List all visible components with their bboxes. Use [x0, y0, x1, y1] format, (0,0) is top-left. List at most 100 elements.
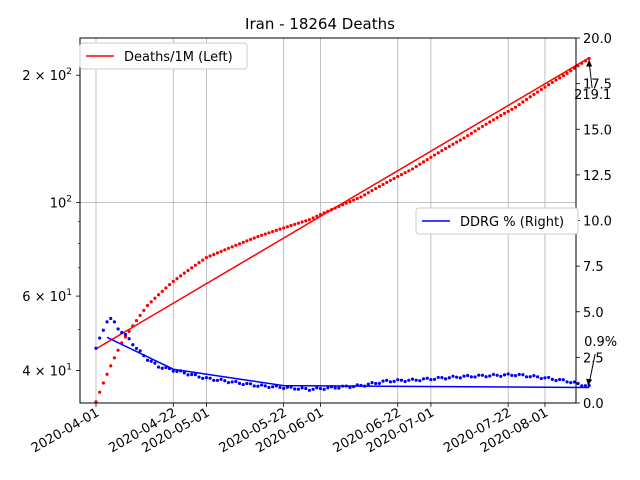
series-point	[355, 196, 359, 201]
series-point	[260, 383, 264, 387]
series-point	[506, 109, 510, 113]
series-point	[208, 376, 212, 380]
series-point	[539, 87, 543, 92]
series-point	[109, 364, 113, 368]
series-point	[513, 105, 518, 109]
series-point	[182, 271, 186, 275]
series-point	[366, 191, 370, 195]
series-point	[499, 113, 503, 118]
left-tick-label: 6 × 101	[22, 288, 72, 305]
series-point	[190, 372, 194, 377]
legends: Deaths/1M (Left) DDRG % (Right)	[79, 42, 579, 235]
series-point	[112, 320, 116, 324]
series-point	[318, 212, 323, 217]
series-point	[248, 382, 253, 386]
series-point	[418, 162, 422, 166]
series-point	[440, 149, 444, 153]
series-point	[480, 124, 484, 129]
series-point	[473, 375, 477, 379]
series-point	[429, 378, 433, 382]
series-fit-line	[106, 336, 590, 389]
series-point	[488, 120, 492, 124]
right-tick-label: 5.0	[583, 306, 604, 321]
series-point	[543, 85, 547, 89]
series-point	[495, 373, 499, 377]
series-point	[256, 234, 260, 239]
series-point	[267, 231, 271, 235]
series-point	[219, 249, 223, 253]
series-point	[149, 359, 153, 363]
series-point	[186, 373, 190, 377]
series-point	[112, 356, 116, 360]
series-point	[381, 379, 385, 383]
series-point	[171, 369, 175, 373]
series-point	[355, 383, 359, 387]
series-point	[466, 134, 470, 138]
series-point	[337, 204, 341, 208]
series-point	[565, 71, 569, 76]
series-point	[285, 385, 289, 389]
series-point	[517, 102, 521, 107]
series-point	[315, 386, 319, 390]
series-point	[524, 97, 529, 102]
series-point	[322, 387, 326, 391]
series-point	[293, 222, 297, 226]
series-point	[392, 176, 396, 181]
series-point	[469, 375, 473, 379]
series-point	[138, 313, 142, 318]
series-point	[528, 95, 532, 99]
series-point	[241, 382, 245, 387]
right-tick-label: 0.0	[583, 397, 604, 412]
series-point	[550, 80, 554, 85]
series-point	[333, 386, 337, 390]
series-point	[215, 251, 220, 255]
series-point	[499, 374, 503, 378]
series-point	[458, 376, 462, 380]
series-point	[116, 327, 120, 331]
series-point	[168, 367, 172, 371]
series-point	[278, 385, 282, 390]
series-point	[491, 118, 496, 122]
series-point	[425, 157, 429, 162]
series-point	[385, 378, 389, 382]
series-point	[510, 107, 514, 111]
series-point	[127, 337, 131, 341]
series-point	[344, 201, 348, 205]
series-point	[260, 233, 264, 237]
series-point	[521, 100, 525, 104]
series-point	[197, 261, 201, 265]
series-point	[580, 61, 584, 65]
series-point	[289, 385, 293, 389]
series-point	[396, 174, 400, 179]
series-point	[153, 361, 157, 365]
right-tick-label: 12.5	[583, 169, 612, 184]
left-tick-exp: 2	[66, 194, 72, 204]
series-point	[204, 376, 208, 380]
series-point	[134, 318, 139, 323]
series-point	[432, 153, 437, 157]
series-point	[289, 223, 293, 228]
series-point	[370, 381, 374, 385]
series-point	[407, 378, 411, 382]
series-point	[374, 186, 378, 191]
series-point	[293, 387, 297, 391]
series-point	[414, 378, 418, 382]
series-point	[127, 329, 131, 333]
series-point	[462, 374, 466, 378]
series-point	[315, 214, 319, 218]
series-point	[304, 219, 308, 223]
annotation-arrow	[588, 353, 596, 384]
series-point	[296, 221, 300, 225]
series-point	[278, 227, 282, 231]
series-point	[193, 372, 197, 377]
series-point	[532, 374, 536, 378]
series-point	[388, 380, 392, 384]
series-point	[274, 228, 278, 232]
series-point	[245, 381, 249, 386]
left-tick-base: 6 × 10	[22, 290, 66, 305]
series-point	[455, 375, 459, 379]
legend-ddrg: DDRG % (Right)	[415, 207, 579, 235]
series-point	[271, 385, 275, 389]
series-point	[134, 346, 139, 351]
series-point	[359, 383, 363, 388]
